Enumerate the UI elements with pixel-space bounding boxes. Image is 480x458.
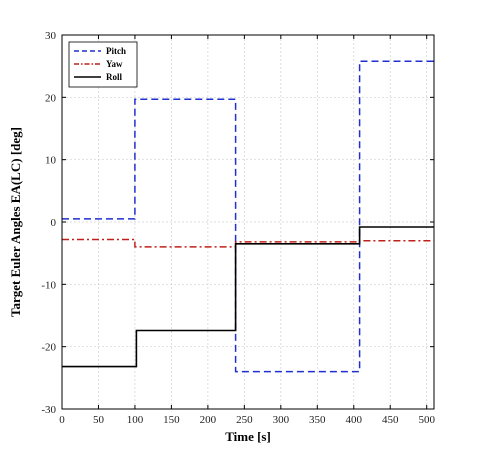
x-tick-label: 150 bbox=[163, 414, 180, 426]
x-tick-label: 400 bbox=[346, 414, 363, 426]
x-tick-label: 450 bbox=[382, 414, 399, 426]
series-line-pitch bbox=[62, 60, 434, 373]
y-tick-label: -20 bbox=[41, 342, 56, 354]
x-tick-label: 0 bbox=[59, 414, 65, 426]
x-tick-label: 100 bbox=[127, 414, 144, 426]
y-tick-label: -10 bbox=[41, 279, 56, 291]
y-tick-label: 0 bbox=[51, 217, 57, 229]
legend: Pitch Yaw Roll bbox=[68, 41, 138, 88]
legend-label-pitch: Pitch bbox=[106, 46, 126, 56]
legend-label-roll: Roll bbox=[106, 72, 123, 82]
legend-label-yaw: Yaw bbox=[106, 59, 123, 69]
x-tick-label: 300 bbox=[273, 414, 290, 426]
series-line-roll bbox=[62, 226, 434, 368]
x-tick-label: 200 bbox=[200, 414, 217, 426]
x-axis-title: Time [s] bbox=[225, 429, 271, 444]
x-tick-label: 250 bbox=[236, 414, 253, 426]
y-tick-label: 20 bbox=[45, 92, 57, 104]
y-axis-title: Target Euler Angles EA(LC) [deg] bbox=[8, 127, 23, 317]
y-tick-label: -30 bbox=[41, 404, 56, 416]
x-tick-label: 500 bbox=[418, 414, 435, 426]
axis-ticks: 0 50 100 150 200 250 300 350 400 450 500 -30 -20 -10 0… bbox=[41, 30, 435, 426]
x-tick-label: 50 bbox=[93, 414, 105, 426]
grid bbox=[61, 34, 434, 410]
y-tick-label: 30 bbox=[45, 30, 57, 42]
x-tick-label: 350 bbox=[309, 414, 326, 426]
y-tick-label: 10 bbox=[45, 155, 57, 167]
legend-box bbox=[68, 41, 138, 88]
series-layer bbox=[62, 60, 434, 373]
